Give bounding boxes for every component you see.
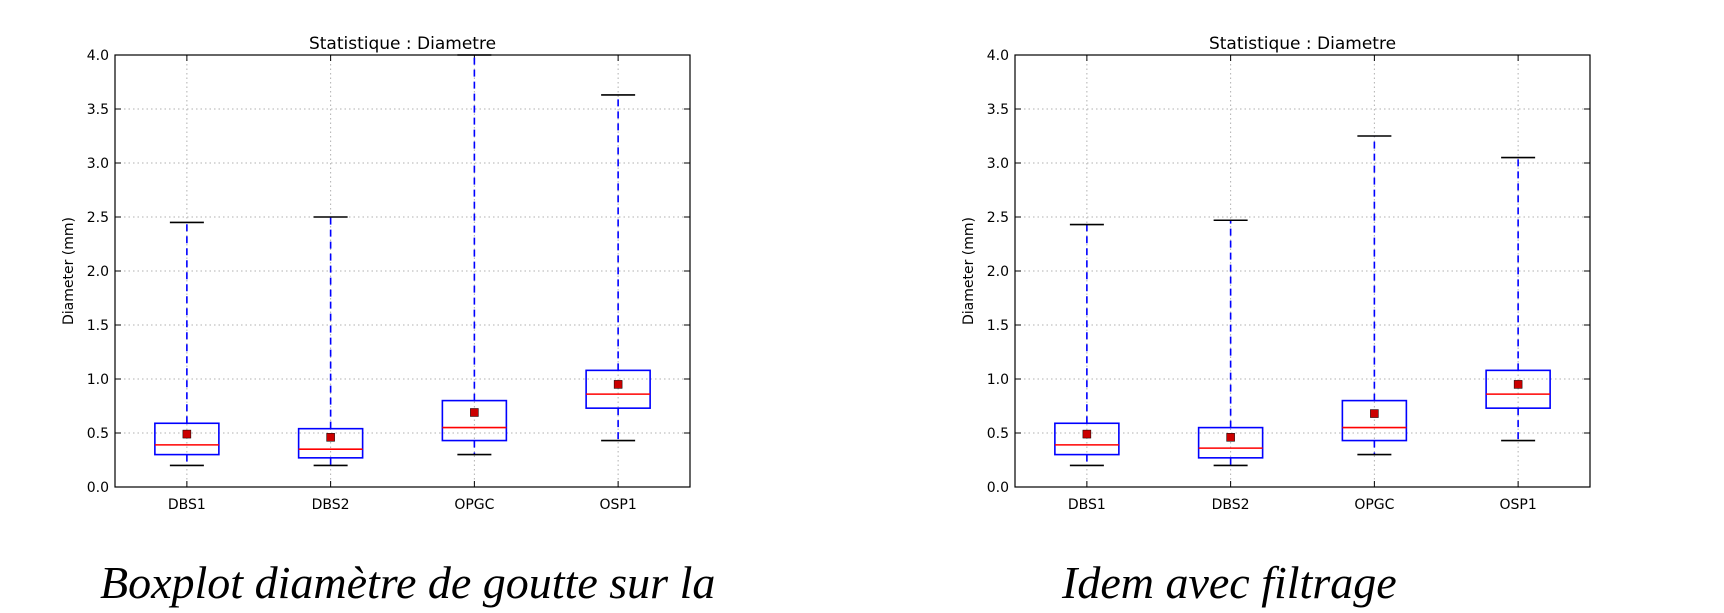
box-iqr	[1485, 369, 1551, 409]
box-iqr	[297, 427, 364, 459]
mean-marker	[613, 380, 623, 389]
caption-right: Idem avec filtrage	[1062, 557, 1397, 608]
y-tick-label: 3.0	[87, 156, 109, 172]
y-tick-label: 1.0	[987, 372, 1009, 388]
boxplot-chart-right: Statistique : Diametre Diameter (mm) 0.0 0.…	[961, 34, 1591, 513]
x-tick-label: OPGC	[454, 497, 494, 513]
box-iqr	[1054, 422, 1120, 456]
chart-title: Statistique : Diametre	[309, 34, 496, 54]
plot-frame	[1014, 54, 1591, 488]
y-tick-label: 0.0	[87, 480, 109, 496]
y-tick-label: 0.0	[987, 480, 1009, 496]
y-tick-label: 1.0	[87, 372, 109, 388]
y-tick-label: 0.5	[87, 426, 109, 442]
mean-marker	[182, 429, 192, 439]
box-iqr	[154, 422, 220, 456]
y-tick-label: 2.0	[987, 264, 1009, 280]
y-tick-label: 4.0	[87, 48, 109, 64]
box-iqr	[585, 369, 651, 409]
x-tick-label: OSP1	[1499, 497, 1536, 513]
y-tick-label: 4.0	[987, 48, 1009, 64]
x-tick-label: OSP1	[599, 497, 636, 513]
boxplot-chart-left: Statistique : Diametre Diameter (mm) 0.0 0.…	[61, 34, 691, 513]
box-iqr	[1341, 399, 1408, 442]
mean-marker	[470, 408, 479, 417]
box-iqr	[441, 399, 508, 442]
y-tick-label: 2.5	[987, 210, 1009, 226]
y-tick-label: 3.5	[987, 102, 1009, 118]
mean-marker	[1226, 433, 1235, 442]
box-iqr	[1197, 426, 1264, 459]
y-tick-label: 3.0	[987, 156, 1009, 172]
mean-marker	[1370, 409, 1379, 418]
chart-title: Statistique : Diametre	[1209, 34, 1396, 54]
y-tick-label: 2.5	[87, 210, 109, 226]
y-axis-label: Diameter (mm)	[961, 217, 977, 325]
caption-left: Boxplot diamètre de goutte sur la	[100, 557, 716, 608]
x-tick-label: OPGC	[1354, 497, 1394, 513]
x-tick-label: DBS2	[1212, 497, 1250, 513]
mean-marker	[1082, 429, 1092, 439]
mean-marker	[326, 433, 335, 442]
mean-marker	[1513, 380, 1523, 389]
plot-frame	[114, 54, 691, 488]
y-tick-label: 0.5	[987, 426, 1009, 442]
x-tick-label: DBS2	[312, 497, 350, 513]
y-tick-label: 1.5	[87, 318, 109, 334]
x-tick-label: DBS1	[1068, 497, 1106, 513]
y-axis-label: Diameter (mm)	[61, 217, 77, 325]
x-tick-label: DBS1	[168, 497, 206, 513]
y-tick-label: 3.5	[87, 102, 109, 118]
y-tick-label: 1.5	[987, 318, 1009, 334]
y-tick-label: 2.0	[87, 264, 109, 280]
